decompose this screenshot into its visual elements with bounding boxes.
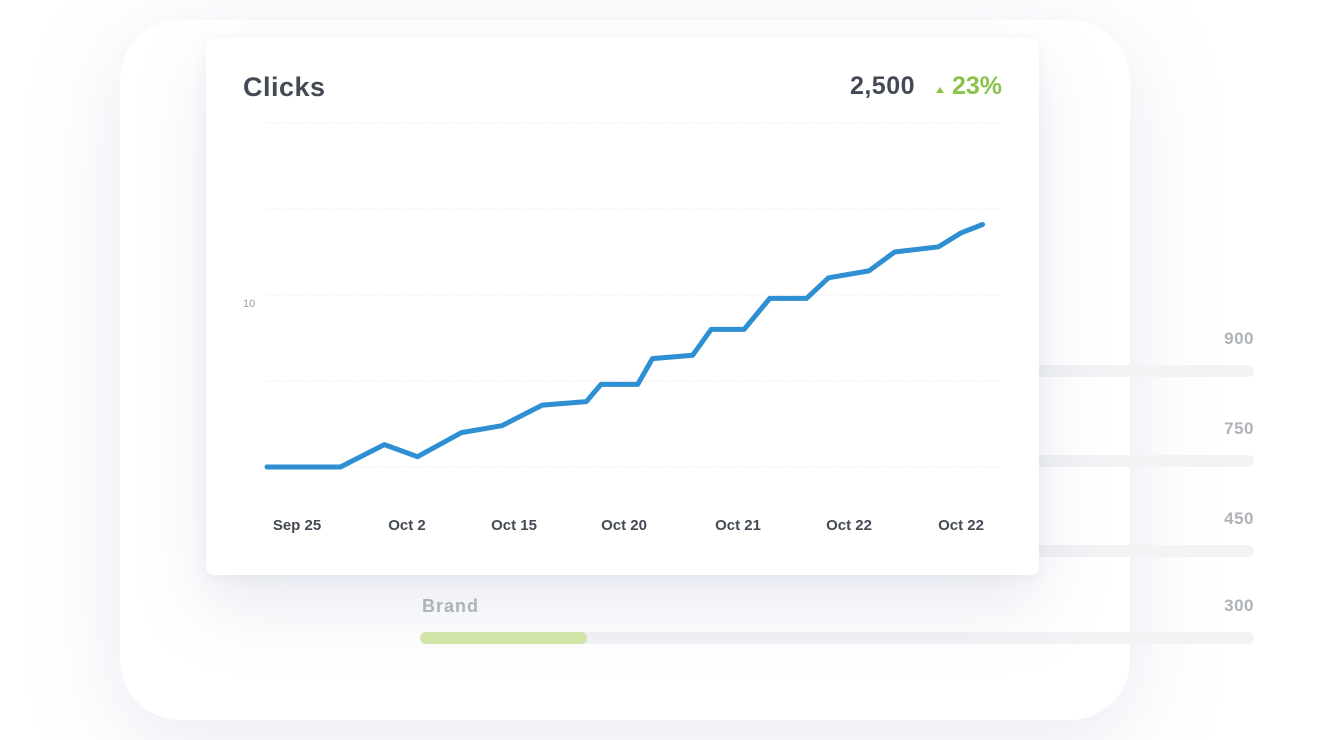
row-value: 450 [1224, 509, 1254, 528]
card-title: Clicks [243, 72, 326, 102]
change-percent: 23% [951, 72, 1002, 100]
x-tick-label: Sep 25 [273, 517, 321, 534]
y-tick-label: 10 [243, 298, 255, 310]
line-chart: 10 Sep 25 Oct 2 Oct 15 Oct 20 Oct 21 Oct 22 Oct… [243, 122, 1001, 534]
x-tick-label: Oct 22 [938, 517, 984, 534]
row-label: Brand [422, 596, 480, 616]
x-tick-label: Oct 22 [826, 517, 872, 534]
progress-fill [420, 632, 587, 644]
background-row-brand: Brand 300 [420, 596, 1254, 656]
x-tick-label: Oct 15 [491, 517, 537, 534]
row-value: 300 [1224, 596, 1254, 615]
x-tick-label: Oct 2 [388, 517, 426, 534]
series-line [264, 222, 986, 470]
progress-track [420, 632, 1254, 644]
clicks-card: Clicks 2,500 23% 10 Sep 25 Oct 2 Oct 15 Oct … [206, 38, 1039, 575]
row-value: 900 [1224, 329, 1254, 348]
total-value: 2,500 [849, 72, 915, 100]
x-tick-label: Oct 21 [715, 517, 761, 534]
row-value: 750 [1224, 419, 1254, 438]
triangle-up-icon [936, 87, 944, 93]
x-tick-label: Oct 20 [601, 517, 647, 534]
